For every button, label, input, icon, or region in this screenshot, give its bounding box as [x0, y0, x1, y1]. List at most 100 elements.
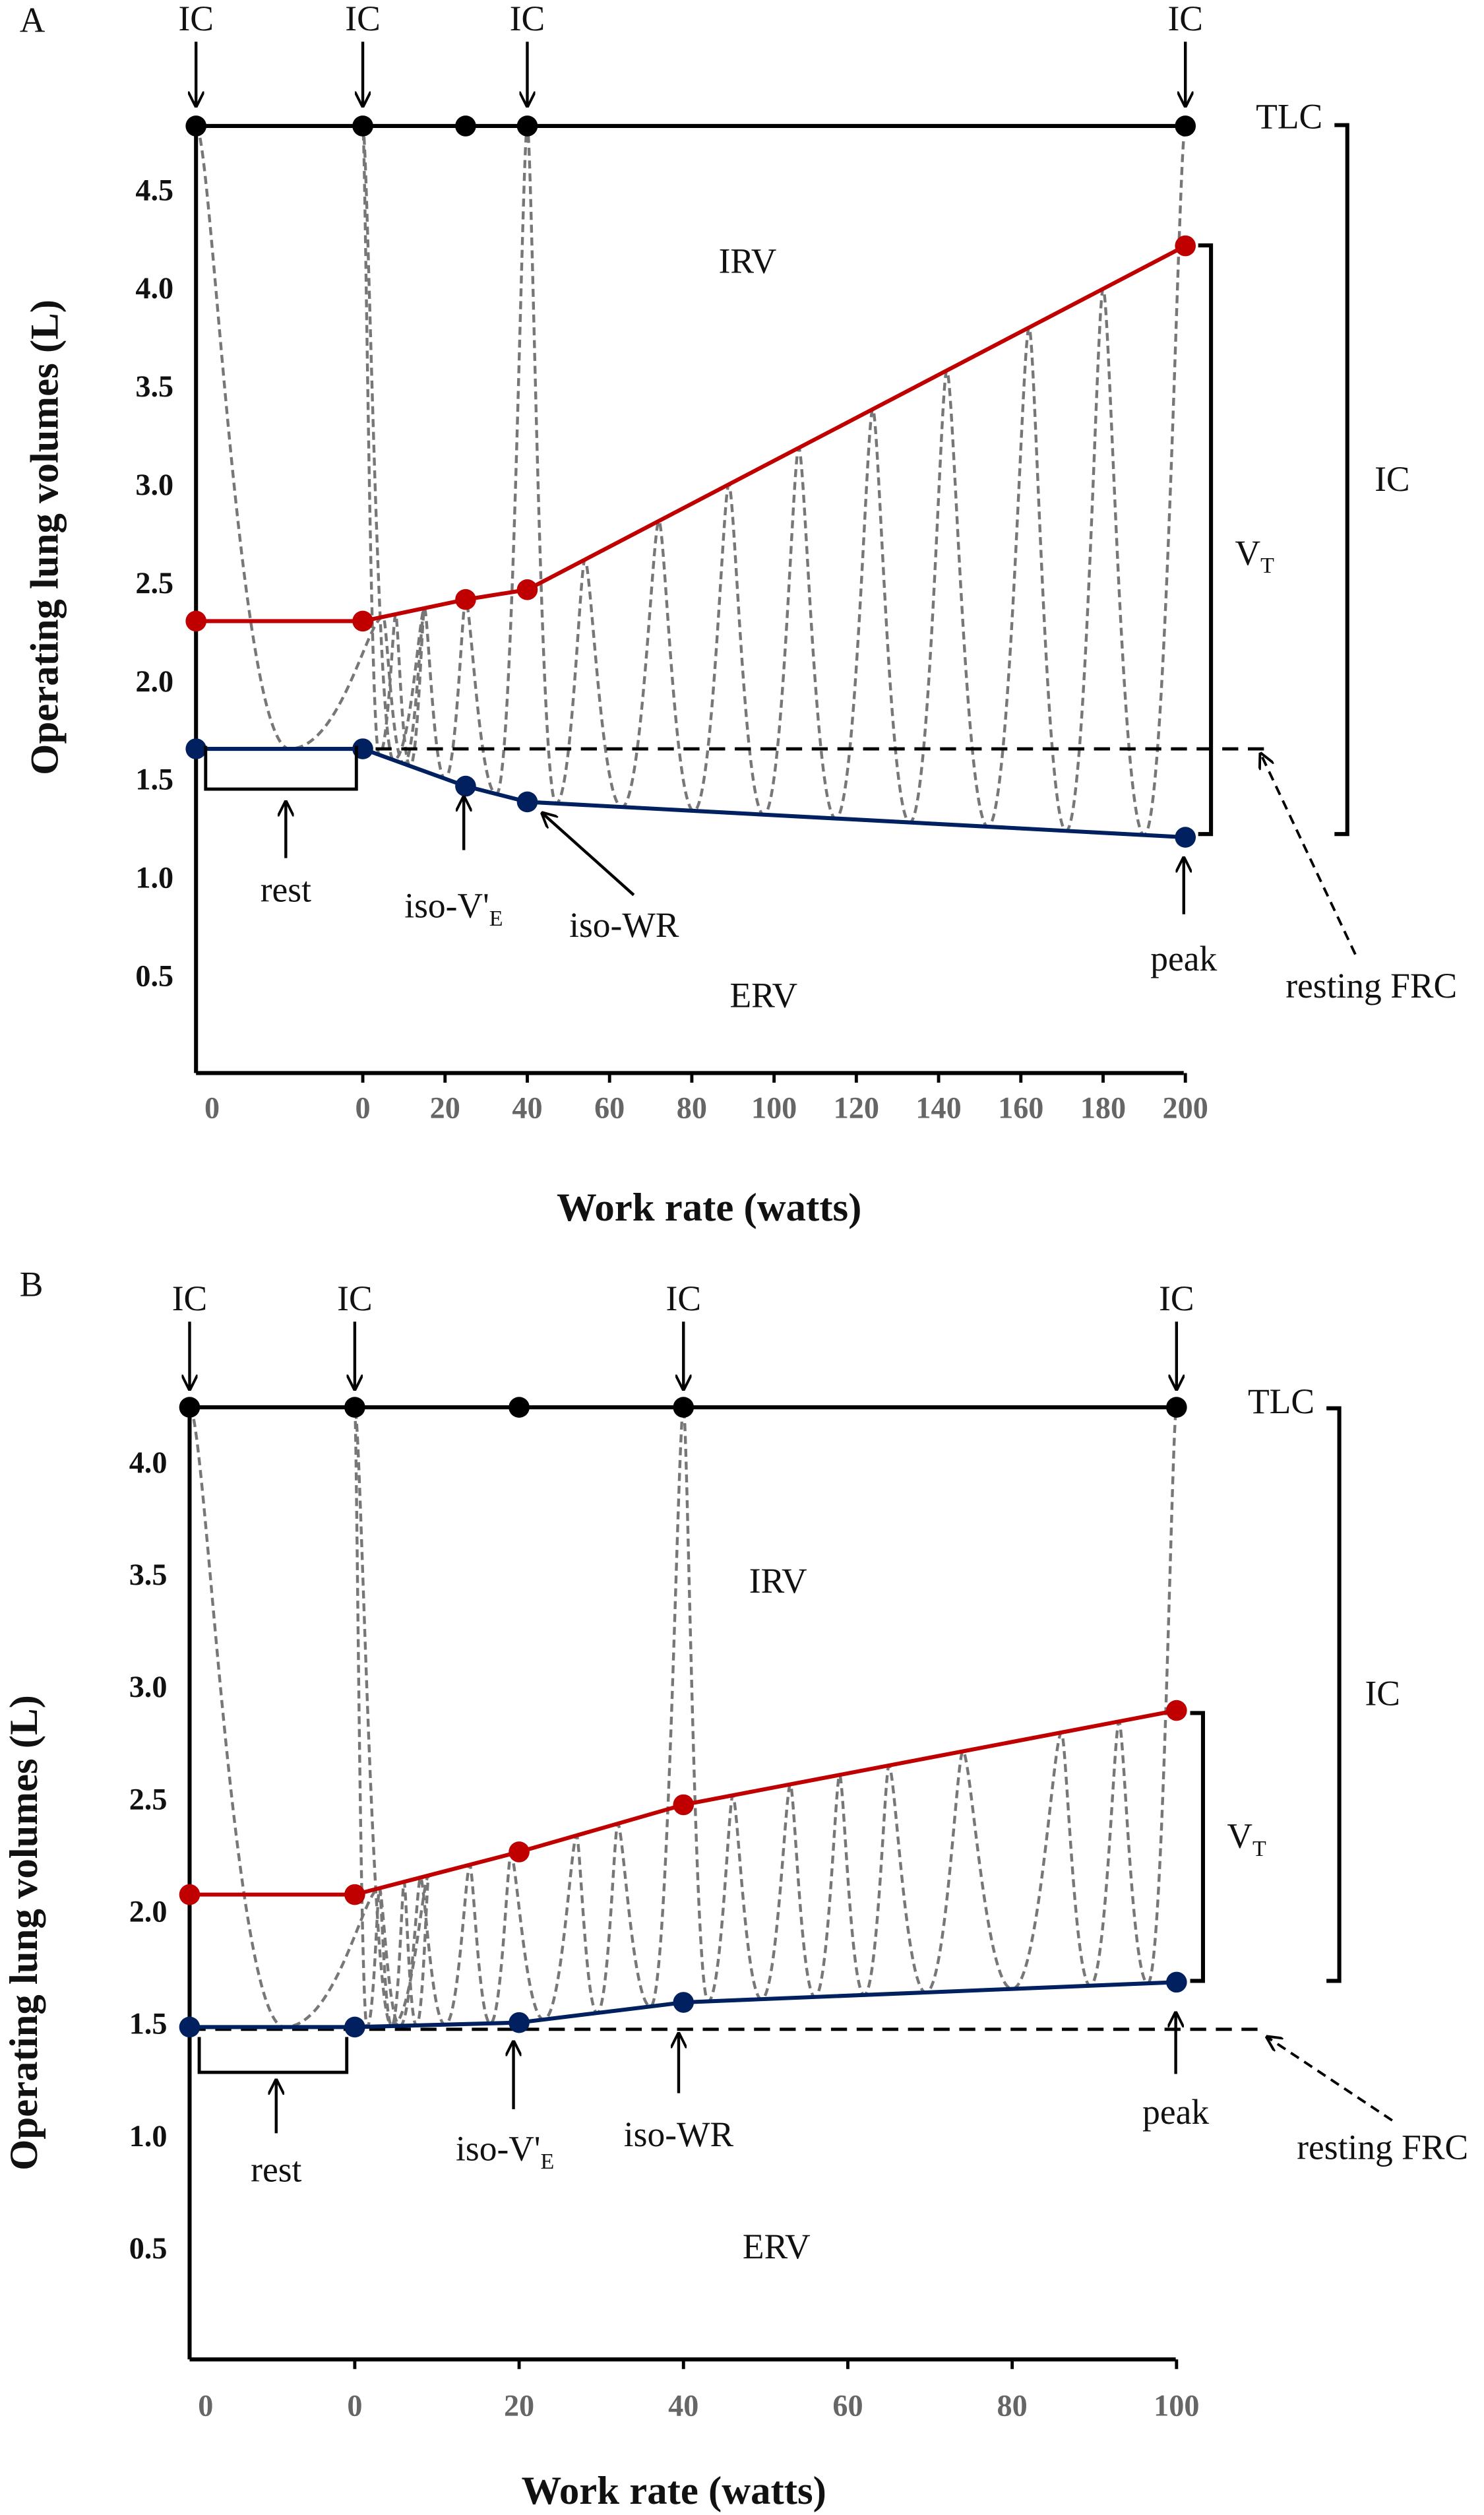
tlc-point — [673, 1397, 695, 1418]
y-tick-label: 3.5 — [129, 1558, 168, 1591]
end-expiratory-point — [1166, 1971, 1187, 1993]
end-inspiratory-point — [455, 589, 476, 610]
y-tick-label: 3.0 — [135, 468, 173, 501]
y-tick-label: 0.5 — [135, 959, 173, 993]
tlc-point — [1166, 1397, 1187, 1418]
x-tick-label: 40 — [668, 2388, 698, 2422]
iso-ve-label-main: iso-V' — [404, 886, 489, 926]
iso-ve-label: iso-V'E — [456, 2129, 554, 2174]
y-tick-label: 4.0 — [129, 1446, 168, 1479]
end-inspiratory-point — [1175, 235, 1196, 257]
resting-frc-label: resting FRC — [1297, 2127, 1468, 2167]
x-tick-label: 200 — [1163, 1091, 1208, 1124]
iso-ve-label-main: iso-V' — [456, 2129, 540, 2169]
ic-label: IC — [1167, 0, 1202, 38]
vt-label: VT — [1235, 533, 1275, 578]
x-tick-label: 0 — [198, 2388, 213, 2422]
end-expiratory-point — [516, 791, 538, 813]
x-tick-label: 60 — [832, 2388, 863, 2422]
panel-label: B — [20, 1264, 44, 1304]
y-tick-label: 1.0 — [135, 861, 173, 895]
x-tick-label: 160 — [998, 1091, 1043, 1124]
ic-label: IC — [1159, 1279, 1194, 1318]
tlc-point — [185, 115, 207, 137]
x-tick-label: 20 — [504, 2388, 534, 2422]
end-expiratory-point — [509, 2012, 530, 2033]
x-axis-title: Work rate (watts) — [521, 2469, 826, 2513]
vt-label-subscript: T — [1252, 1837, 1266, 1861]
end-expiratory-point — [185, 738, 207, 759]
ic-label: IC — [345, 0, 380, 38]
panel-a: A 0.5 1.0 1.5 2.0 2.5 3.0 3.5 4.0 4.5 0 0 20 40 60 80 10… — [20, 0, 1457, 1230]
end-inspiratory-point — [509, 1841, 530, 1862]
peak-label: peak — [1142, 2092, 1209, 2132]
tlc-point — [455, 115, 476, 137]
ic-label: IC — [337, 1279, 372, 1318]
y-tick-label: 2.5 — [135, 566, 173, 600]
ic-bracket-label: IC — [1375, 459, 1409, 499]
tlc-point — [352, 115, 373, 137]
vt-label-main: V — [1235, 533, 1261, 573]
y-tick-label: 1.5 — [129, 2007, 168, 2041]
tlc-point — [1175, 115, 1196, 137]
rest-label: rest — [261, 870, 311, 909]
tlc-point — [516, 115, 538, 137]
end-expiratory-point — [344, 2016, 365, 2038]
end-inspiratory-point — [1166, 1700, 1187, 1721]
ic-bracket-label: IC — [1365, 1673, 1400, 1713]
y-tick-label: 3.0 — [129, 1670, 168, 1703]
x-tick-label: 180 — [1080, 1091, 1126, 1124]
y-axis-title: Operating lung volumes (L) — [2, 1695, 46, 2171]
ic-label: IC — [172, 1279, 207, 1318]
erv-label: ERV — [729, 976, 797, 1015]
x-axis-title: Work rate (watts) — [557, 1186, 861, 1230]
tlc-label: TLC — [1248, 1382, 1314, 1421]
end-expiratory-line — [196, 746, 1186, 840]
x-tick-label: 20 — [430, 1091, 460, 1124]
x-tick-label: 140 — [915, 1091, 961, 1124]
tlc-point — [509, 1397, 530, 1418]
x-tick-label: 100 — [1154, 2388, 1199, 2422]
y-tick-label: 4.0 — [135, 271, 173, 305]
end-inspiratory-point — [673, 1794, 695, 1816]
y-tick-label: 3.5 — [135, 369, 173, 403]
resting-frc-arrow — [1267, 2037, 1393, 2122]
ic-label: IC — [510, 0, 545, 38]
iso-ve-label-subscript: E — [489, 907, 503, 931]
iso-ve-label: iso-V'E — [404, 886, 503, 931]
x-tick-label: 100 — [751, 1091, 797, 1124]
x-tick-label: 60 — [594, 1091, 625, 1124]
tlc-point — [344, 1397, 365, 1418]
end-expiratory-point — [455, 775, 476, 797]
iso-ve-label-subscript: E — [540, 2149, 554, 2174]
tlc-label: TLC — [1256, 96, 1322, 136]
erv-label: ERV — [743, 2227, 811, 2266]
x-tick-label: 80 — [677, 1091, 707, 1124]
ic-bracket — [1326, 1406, 1342, 1983]
resting-frc-arrow — [1260, 754, 1357, 955]
end-inspiratory-point — [344, 1884, 365, 1905]
vt-label: VT — [1227, 1816, 1266, 1861]
end-inspiratory-point — [185, 610, 207, 632]
y-tick-label: 2.5 — [129, 1782, 168, 1816]
rest-bracket — [204, 746, 358, 791]
y-tick-label: 0.5 — [129, 2231, 168, 2265]
end-inspiratory-line — [196, 243, 1187, 623]
iso-wr-label: iso-WR — [569, 905, 679, 945]
y-tick-label: 2.0 — [135, 664, 173, 698]
vt-label-subscript: T — [1260, 554, 1274, 578]
y-tick-label: 1.0 — [129, 2119, 168, 2153]
rest-bracket — [197, 2037, 349, 2074]
x-tick-label: 0 — [347, 2388, 362, 2422]
panel-label: A — [20, 1, 46, 40]
panel-b: B 0.5 1.0 1.5 2.0 2.5 3.0 3.5 4.0 0 0 20 40 60 80 100 Wo… — [2, 1264, 1468, 2513]
irv-label: IRV — [749, 1561, 807, 1601]
end-expiratory-point — [1175, 827, 1196, 848]
x-tick-label: 120 — [834, 1091, 879, 1124]
rest-label: rest — [251, 2149, 301, 2189]
vt-bracket — [1190, 1711, 1205, 1983]
breathing-trace — [195, 124, 1187, 837]
irv-label: IRV — [719, 241, 777, 280]
y-tick-label: 4.5 — [135, 173, 173, 207]
